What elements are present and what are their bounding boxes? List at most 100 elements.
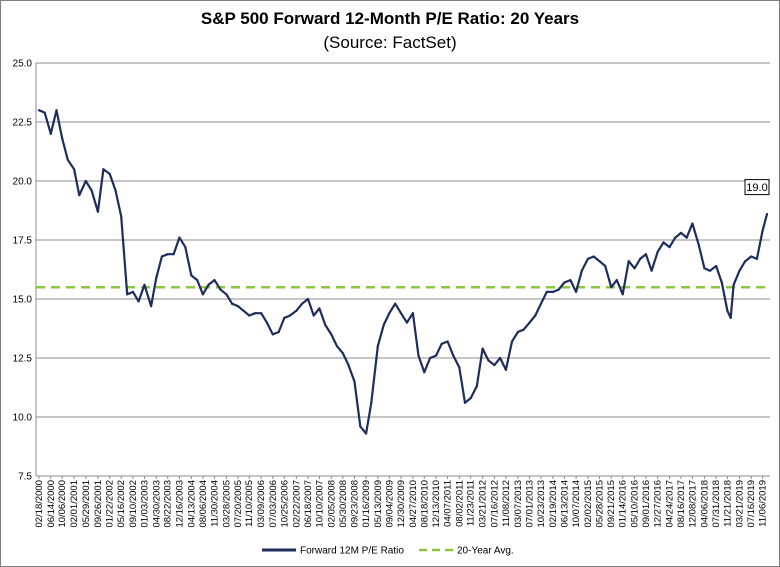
pe-ratio-point	[633, 267, 636, 270]
x-tick-label: 11/23/2011	[466, 480, 477, 526]
pe-ratio-point	[178, 236, 181, 239]
x-tick-label: 02/19/2014	[548, 480, 559, 528]
pe-ratio-point	[265, 321, 268, 324]
x-tick-label: 10/07/2014	[571, 480, 582, 528]
pe-ratio-point	[312, 314, 315, 317]
callout-box	[744, 179, 770, 196]
pe-ratio-point	[662, 241, 665, 244]
pe-ratio-point	[708, 269, 712, 272]
x-tick-label: 09/26/2001	[93, 480, 104, 528]
pe-ratio-point	[405, 321, 408, 324]
pe-ratio-point	[184, 246, 187, 249]
pe-ratio-point	[434, 354, 438, 357]
pe-ratio-point	[394, 302, 397, 305]
pe-ratio-point	[114, 189, 117, 192]
x-tick-label: 07/31/2018	[711, 480, 722, 528]
pe-ratio-point	[172, 253, 175, 256]
pe-ratio-point	[615, 279, 618, 282]
x-tick-label: 07/01/2013	[525, 480, 536, 528]
pe-ratio-point	[592, 255, 595, 258]
pe-ratio-point	[627, 260, 630, 263]
x-tick-label: 07/20/2005	[233, 480, 244, 528]
x-tick-label: 12/16/2003	[174, 480, 185, 528]
chart-title: S&P 500 Forward 12-Month P/E Ratio: 20 Y…	[200, 9, 580, 28]
pe-ratio-point	[703, 267, 706, 270]
pe-ratio-point	[557, 288, 560, 291]
pe-ratio-point	[446, 340, 449, 343]
y-tick-label: 12.5	[13, 354, 33, 365]
x-tick-label: 08/16/2017	[676, 480, 687, 528]
x-tick-label: 04/24/2017	[665, 480, 676, 528]
x-tick-label: 02/18/2000	[34, 480, 45, 528]
pe-ratio-point	[458, 366, 461, 369]
x-tick-label: 03/21/2019	[734, 480, 745, 528]
pe-ratio-point	[359, 425, 362, 428]
x-tick-label: 11/30/2004	[210, 480, 221, 527]
pe-ratio-point	[417, 354, 420, 357]
pe-ratio-point	[469, 397, 472, 400]
pe-ratio-point	[143, 283, 146, 286]
pe-ratio-point	[750, 255, 753, 258]
x-tick-label: 04/07/2011	[443, 480, 454, 527]
pe-ratio-point	[126, 293, 129, 296]
pe-ratio-point	[190, 274, 193, 277]
x-tick-label: 07/16/2019	[746, 480, 757, 528]
y-tick-label: 22.5	[13, 118, 33, 129]
pe-ratio-point	[504, 368, 507, 371]
pe-ratio-point	[73, 168, 76, 171]
pe-ratio-point	[697, 243, 700, 246]
x-tick-label: 02/01/2001	[69, 480, 80, 528]
pe-ratio-point	[481, 347, 484, 350]
pe-ratio-point	[90, 189, 93, 192]
pe-ratio-point	[260, 312, 263, 315]
pe-ratio-point	[580, 269, 583, 272]
x-tick-label: 05/13/2009	[373, 480, 384, 528]
pe-ratio-point	[66, 158, 69, 161]
pe-ratio-point	[668, 246, 671, 249]
pe-ratio-point	[656, 250, 659, 253]
pe-ratio-point	[545, 290, 548, 293]
pe-ratio-point	[277, 330, 280, 334]
pe-ratio-point	[679, 231, 683, 234]
pe-ratio-line	[38, 109, 769, 435]
legend-label-pe: Forward 12M P/E Ratio	[300, 546, 404, 557]
pe-ratio-point	[755, 257, 759, 260]
pe-ratio-point	[598, 260, 601, 263]
pe-ratio-point	[738, 269, 741, 272]
x-tick-label: 11/06/2019	[758, 480, 769, 527]
pe-ratio-point	[155, 276, 158, 279]
pe-ratio-point	[586, 257, 590, 260]
pe-ratio-point	[37, 109, 41, 112]
pe-ratio-point	[108, 172, 111, 175]
pe-ratio-point	[463, 401, 467, 404]
x-tick-label: 05/30/2008	[338, 480, 349, 528]
y-tick-label: 7.5	[18, 472, 32, 483]
pe-ratio-point	[347, 364, 350, 367]
pe-ratio-point	[376, 345, 379, 348]
pe-ratio-point	[196, 279, 199, 282]
pe-ratio-point	[306, 297, 310, 301]
x-tick-label: 09/10/2002	[128, 480, 139, 528]
pe-ratio-point	[765, 212, 769, 216]
x-tick-label: 08/06/2004	[198, 480, 209, 528]
x-tick-label: 02/02/2015	[583, 480, 594, 528]
pe-ratio-point	[283, 316, 286, 319]
pe-ratio-point	[610, 286, 613, 289]
pe-ratio-point	[318, 307, 321, 310]
pe-ratio-point	[388, 312, 391, 315]
pe-ratio-point	[160, 255, 163, 258]
x-tick-label: 08/02/2011	[454, 480, 465, 527]
pe-ratio-point	[475, 385, 478, 388]
pe-ratio-point	[370, 401, 373, 404]
x-tick-label: 04/13/2004	[186, 480, 197, 528]
pe-ratio-point	[510, 340, 514, 343]
pe-ratio-point	[271, 333, 274, 336]
pe-ratio-point	[213, 279, 216, 282]
pe-ratio-point	[522, 328, 525, 331]
legend-label-avg: 20-Year Avg.	[457, 546, 514, 557]
pe-ratio-point	[639, 257, 642, 260]
pe-ratio-point	[84, 179, 87, 183]
pe-ratio-point	[621, 293, 624, 296]
x-tick-label: 10/23/2013	[536, 480, 547, 528]
